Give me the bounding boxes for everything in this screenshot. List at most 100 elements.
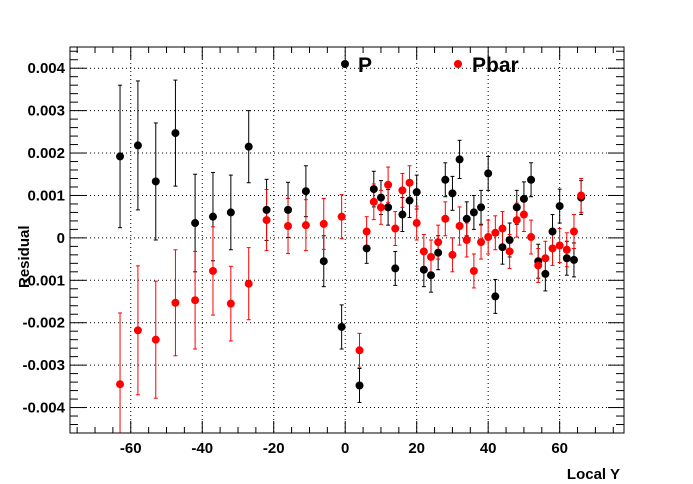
p-point — [505, 236, 514, 244]
p-point — [555, 202, 564, 211]
p-point — [337, 322, 346, 331]
p-point — [527, 175, 536, 184]
pbar-point — [469, 266, 478, 275]
p-point — [116, 152, 125, 161]
y-tick-label: 0.004 — [27, 60, 65, 77]
pbar-point — [262, 216, 271, 225]
y-axis-label: Residual — [16, 225, 33, 288]
p-point — [455, 155, 464, 164]
pbar-point — [448, 250, 457, 259]
legend: P Pbar — [341, 54, 519, 77]
pbar-point — [455, 222, 464, 231]
pbar-point — [541, 254, 550, 263]
p-point — [441, 175, 450, 184]
y-tick-label: -0.003 — [22, 357, 65, 374]
p-point — [491, 292, 500, 301]
p-point — [384, 203, 393, 212]
pbar-point — [208, 266, 217, 275]
p-point — [477, 203, 486, 212]
p-point — [398, 210, 407, 219]
y-axis-ticks: -0.004 -0.003 -0.002 -0.001 0 0.001 0.002 0.003… — [22, 50, 624, 434]
pbar-point — [548, 244, 557, 253]
plot-frame — [69, 46, 625, 434]
p-point — [434, 248, 443, 257]
pbar-point — [491, 228, 500, 237]
x-tick-label: 40 — [480, 440, 497, 457]
p-point — [569, 255, 578, 264]
p-point — [419, 265, 428, 274]
p-point — [355, 381, 364, 390]
p-point — [362, 244, 371, 253]
p-point — [391, 264, 400, 273]
p-point — [301, 187, 310, 196]
x-tick-label: 60 — [551, 440, 568, 457]
pbar-point — [555, 241, 564, 250]
p-point — [412, 188, 421, 197]
pbar-point — [355, 346, 364, 355]
p-point — [448, 189, 457, 198]
pbar-point — [534, 261, 543, 270]
x-tick-label: 20 — [408, 440, 425, 457]
p-point — [151, 177, 160, 186]
p-point — [484, 169, 493, 178]
x-axis-ticks: -60 -40 -20 0 20 40 60 — [76, 47, 614, 457]
legend-marker-pbar — [454, 60, 462, 68]
pbar-point — [426, 252, 435, 261]
p-point — [562, 254, 571, 263]
p-point — [244, 142, 253, 151]
pbar-point — [376, 203, 385, 212]
pbar-point — [569, 227, 578, 236]
pbar-point — [519, 210, 528, 219]
legend-label-pbar: Pbar — [472, 54, 519, 77]
pbar-point — [362, 227, 371, 236]
p-point — [376, 193, 385, 202]
pbar-point — [116, 380, 125, 389]
p-point — [208, 212, 217, 221]
pbar-point — [527, 233, 536, 242]
pbar-point — [562, 245, 571, 254]
pbar-point — [391, 224, 400, 233]
pbar-point — [337, 212, 346, 221]
p-point — [519, 194, 528, 203]
x-tick-label: -60 — [120, 440, 142, 457]
pbar-point — [301, 221, 310, 230]
pbar-point — [319, 219, 328, 228]
pbar-point — [369, 197, 378, 206]
p-point — [171, 129, 180, 138]
p-point — [512, 203, 521, 212]
p-point — [462, 214, 471, 223]
pbar-point — [419, 247, 428, 256]
pbar-point — [244, 279, 253, 288]
pbar-point — [133, 326, 142, 335]
p-point — [226, 208, 235, 217]
pbar-point — [512, 216, 521, 225]
data-points — [116, 129, 586, 390]
pbar-point — [498, 224, 507, 233]
y-tick-label: 0.003 — [27, 103, 65, 120]
p-point — [426, 271, 435, 280]
pbar-point — [477, 238, 486, 247]
y-tick-label: -0.004 — [22, 400, 65, 417]
pbar-point — [505, 247, 514, 256]
p-point — [498, 243, 507, 252]
pbar-point — [384, 180, 393, 189]
pbar-point — [398, 186, 407, 195]
p-point — [469, 208, 478, 217]
pbar-point — [577, 191, 586, 200]
pbar-point — [441, 214, 450, 223]
pbar-point — [412, 219, 421, 228]
pbar-point — [484, 233, 493, 242]
y-tick-label: 0.002 — [27, 145, 65, 162]
x-tick-label: -20 — [263, 440, 285, 457]
p-point — [548, 227, 557, 236]
y-tick-label: 0.001 — [27, 187, 65, 204]
x-tick-label: -40 — [191, 440, 213, 457]
p-point — [284, 205, 293, 214]
pbar-point — [434, 238, 443, 247]
p-point — [541, 269, 550, 278]
y-tick-label: 0 — [57, 230, 65, 247]
x-tick-label: 0 — [341, 440, 349, 457]
pbar-point — [405, 178, 414, 187]
p-point — [369, 185, 378, 194]
